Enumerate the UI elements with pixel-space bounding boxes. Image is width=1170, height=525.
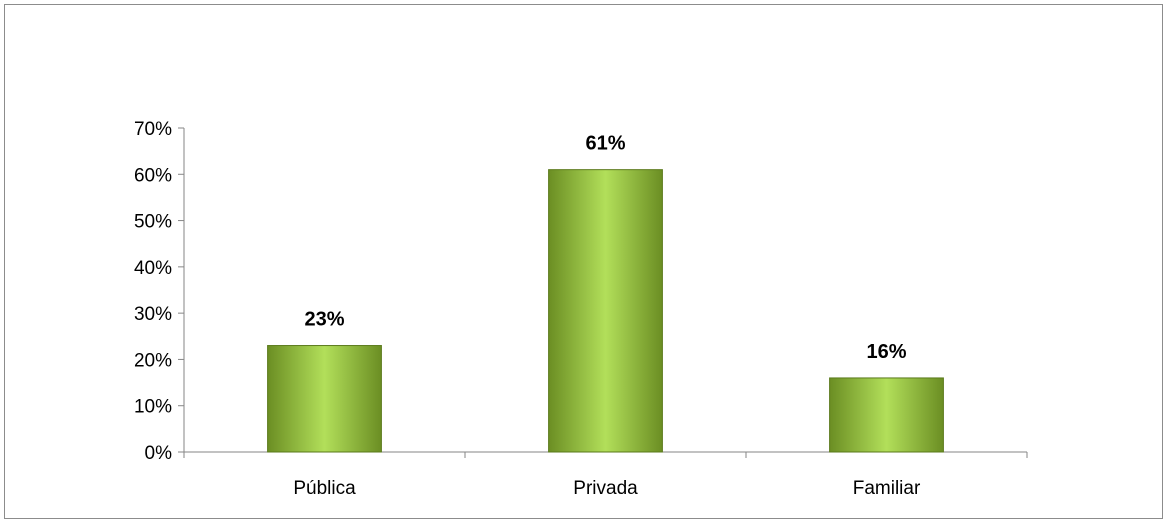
- x-axis: Pública Privada Familiar: [183, 451, 1028, 499]
- y-tick-label: 50%: [134, 212, 172, 233]
- data-labels: 23% 61% 16%: [304, 133, 906, 363]
- x-tick-label: Familiar: [853, 478, 921, 499]
- bar-familiar: [829, 377, 944, 453]
- bar-privada: [548, 169, 663, 453]
- y-tick-label: 20%: [134, 350, 172, 371]
- y-tick-label: 10%: [134, 397, 172, 418]
- x-tick-label: Pública: [293, 478, 356, 499]
- y-tick-label: 40%: [134, 258, 172, 279]
- bars: [267, 169, 944, 453]
- y-tick-label: 60%: [134, 165, 172, 186]
- y-axis: 0% 10% 20% 30% 40% 50% 60% 70%: [134, 119, 185, 464]
- y-tick-label: 70%: [134, 119, 172, 140]
- data-label: 16%: [866, 341, 906, 363]
- data-label: 23%: [304, 309, 344, 331]
- y-tick-label: 30%: [134, 304, 172, 325]
- y-tick-label: 0%: [145, 443, 173, 464]
- x-tick-label: Privada: [573, 478, 638, 499]
- data-label: 61%: [585, 133, 625, 155]
- bar-pública: [267, 345, 382, 453]
